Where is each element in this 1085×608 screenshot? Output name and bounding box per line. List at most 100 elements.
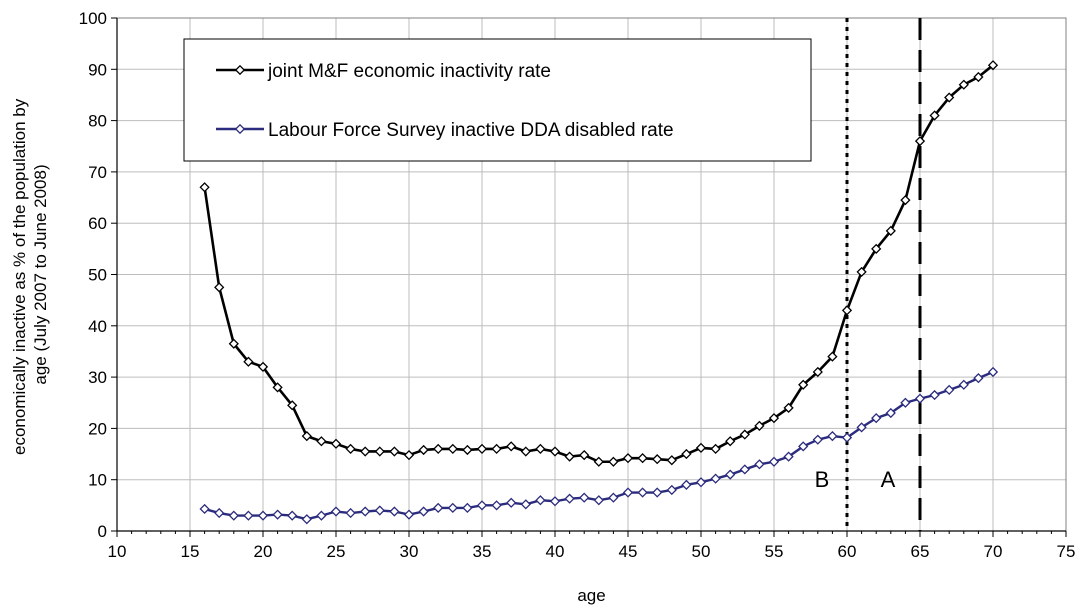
data-point [944,384,955,396]
data-point [476,443,488,455]
data-point [520,499,531,510]
x-tick-label: 55 [765,542,784,561]
data-point [199,503,210,515]
y-tick-label: 90 [88,60,107,79]
data-point [272,382,283,393]
x-tick-label: 60 [838,542,857,561]
data-point [900,194,911,206]
data-point [418,444,429,456]
data-point [316,436,327,447]
x-tick-label: 70 [984,542,1003,561]
x-axis-title: age [577,586,605,605]
data-point [652,454,663,465]
data-point [754,459,765,470]
data-point [812,434,823,445]
reference-label-a: A [881,467,896,492]
data-point [666,455,677,466]
data-point [622,487,634,498]
data-point [345,507,356,519]
data-point [506,497,517,508]
data-point [725,436,736,447]
legend-label: Labour Force Survey inactive DDA disable… [268,120,674,141]
y-axis-title-line-2: age (July 2007 to June 2008) [31,164,50,384]
data-point [214,507,225,519]
data-point [579,492,590,503]
data-point [768,413,780,424]
data-point [885,407,896,419]
y-tick-label: 40 [88,317,107,336]
x-tick-label: 15 [181,542,200,561]
data-point [681,479,692,490]
data-point [768,456,780,467]
x-tick-label: 25 [327,542,346,561]
y-axis-title-line-1: economically inactive as % of the popula… [10,98,29,455]
data-point [491,443,502,455]
data-point [535,443,546,455]
data-point [710,443,721,455]
data-point [695,477,707,488]
y-tick-label: 10 [88,471,107,490]
x-tick-label: 20 [254,542,273,561]
data-point [637,487,648,498]
data-point [871,243,882,254]
data-point [491,500,502,511]
y-tick-label: 0 [98,522,107,541]
y-tick-label: 70 [88,163,107,182]
data-point [360,506,371,517]
data-point [579,449,590,461]
data-point [374,446,385,457]
data-point [856,422,867,433]
data-point [462,444,473,456]
data-point [257,510,269,521]
data-point [564,493,575,504]
data-point [257,361,269,372]
data-point [841,305,853,316]
data-point [403,449,415,461]
data-point [798,441,809,452]
data-point [330,438,342,449]
data-point [243,356,254,367]
data-point [681,448,692,460]
data-point [272,509,283,520]
data-point [944,92,955,103]
data-point [564,451,575,462]
data-point [783,402,794,413]
x-tick-label: 30 [400,542,419,561]
data-point [754,420,765,431]
data-point [914,136,926,147]
data-point [900,397,911,408]
x-tick-label: 40 [546,542,565,561]
y-tick-label: 20 [88,419,107,438]
data-point [287,510,298,521]
data-point [243,510,254,521]
x-tick-label: 10 [108,542,127,561]
data-point [987,60,999,71]
data-point [228,510,239,521]
data-point [433,502,444,514]
data-point [637,453,648,464]
x-tick-label: 45 [619,542,638,561]
data-point [287,400,298,411]
legend-box [183,38,812,162]
data-point [199,182,210,193]
data-point [973,373,984,384]
data-point [462,502,473,514]
data-point [535,495,546,506]
data-point [710,473,721,484]
data-point [506,441,517,452]
data-point [549,496,561,507]
data-point [301,430,312,442]
data-point [389,506,400,517]
data-point [987,366,999,378]
data-point [973,71,984,83]
legend-swatch-marker [234,64,246,76]
data-point [666,484,677,496]
legend: joint M&F economic inactivity rate Labour… [183,38,812,162]
data-point [725,469,736,480]
data-point [418,506,429,517]
data-point [374,505,385,516]
data-point [695,442,707,454]
data-point [593,495,604,506]
reference-label-b: B [815,467,830,492]
